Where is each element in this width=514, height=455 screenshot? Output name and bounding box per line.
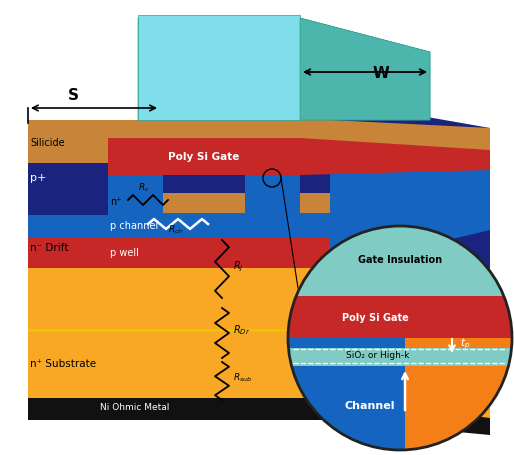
- Bar: [288, 296, 512, 358]
- Bar: [138, 15, 300, 120]
- Polygon shape: [300, 18, 430, 120]
- Bar: [108, 138, 300, 175]
- Bar: [28, 330, 330, 398]
- Bar: [108, 175, 163, 220]
- Text: n⁻ Drift: n⁻ Drift: [30, 243, 68, 253]
- Bar: [28, 268, 330, 330]
- Text: $R_c$: $R_c$: [138, 182, 150, 194]
- Text: Ni Ohmic Metal: Ni Ohmic Metal: [100, 403, 170, 411]
- Bar: [288, 348, 512, 366]
- Text: n⁺: n⁺: [110, 197, 121, 207]
- Text: Channel: Channel: [345, 401, 395, 411]
- Polygon shape: [28, 120, 490, 163]
- Bar: [245, 175, 300, 220]
- Text: S: S: [68, 88, 79, 103]
- Text: Poly Si Gate: Poly Si Gate: [168, 152, 240, 162]
- Text: $R_j$: $R_j$: [233, 259, 244, 274]
- Polygon shape: [330, 398, 490, 435]
- Bar: [28, 213, 330, 238]
- Text: Gate Insulation: Gate Insulation: [358, 255, 442, 265]
- Text: Poly Si Gate: Poly Si Gate: [342, 313, 409, 323]
- Polygon shape: [330, 150, 490, 268]
- Text: p+: p+: [30, 173, 46, 183]
- Text: Silicide: Silicide: [30, 138, 65, 148]
- Bar: [405, 338, 514, 450]
- Circle shape: [288, 226, 512, 450]
- Bar: [28, 163, 108, 215]
- Bar: [28, 238, 330, 268]
- Bar: [28, 120, 330, 163]
- Text: $R_{sub}$: $R_{sub}$: [233, 372, 252, 384]
- Text: $t_p$: $t_p$: [460, 336, 470, 351]
- Polygon shape: [330, 268, 490, 420]
- Text: $R_{Dr}$: $R_{Dr}$: [233, 323, 250, 337]
- Text: SiO₂ or High-k: SiO₂ or High-k: [346, 350, 410, 359]
- Text: $R_{ch}$: $R_{ch}$: [169, 224, 183, 237]
- Text: p well: p well: [110, 248, 139, 258]
- Bar: [28, 398, 330, 420]
- Polygon shape: [300, 138, 490, 175]
- Polygon shape: [138, 18, 430, 120]
- Text: W: W: [373, 66, 390, 81]
- Text: p channel: p channel: [110, 221, 158, 231]
- Polygon shape: [330, 100, 490, 425]
- Bar: [28, 163, 330, 193]
- Bar: [28, 193, 330, 213]
- Bar: [288, 338, 420, 450]
- Text: n⁺ Substrate: n⁺ Substrate: [30, 359, 96, 369]
